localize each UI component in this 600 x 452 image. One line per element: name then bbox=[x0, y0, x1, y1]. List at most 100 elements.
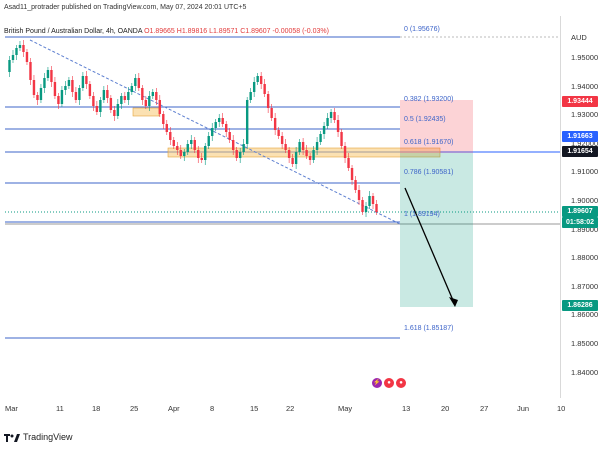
fib-label: 0.786 (1.90581) bbox=[404, 169, 454, 176]
candle-body bbox=[158, 100, 161, 114]
candle-body bbox=[266, 94, 270, 108]
candle-body bbox=[193, 140, 196, 150]
ohlc-values: O1.89665 H1.89816 L1.89571 C1.89607 -0.0… bbox=[144, 28, 329, 35]
candle-body bbox=[183, 152, 186, 156]
fib-label: 0.5 (1.92435) bbox=[404, 116, 446, 123]
candle-body bbox=[252, 82, 256, 92]
footer-brand[interactable]: TradingView bbox=[4, 432, 73, 442]
candle-body bbox=[57, 96, 60, 104]
candle-body bbox=[214, 122, 217, 128]
price-tick: 1.94000 bbox=[571, 81, 599, 91]
candle-body bbox=[151, 92, 155, 96]
candle-body bbox=[347, 158, 350, 168]
countdown-label: 01:58:02 bbox=[562, 217, 598, 228]
candle-body bbox=[127, 92, 130, 100]
candle-body bbox=[29, 62, 32, 80]
date-tick: Jun bbox=[517, 404, 530, 413]
flag-icon[interactable]: ● bbox=[384, 378, 394, 388]
price-axis[interactable] bbox=[560, 16, 600, 398]
candle-body bbox=[354, 180, 357, 190]
price-tick: 1.91000 bbox=[571, 167, 599, 177]
candle-body bbox=[228, 132, 231, 140]
stop-price-label: 1.93444 bbox=[562, 96, 598, 107]
candle-body bbox=[322, 126, 326, 134]
date-tick: 13 bbox=[402, 404, 411, 413]
candle-body bbox=[60, 90, 64, 104]
event-icons[interactable]: ⚡ ● ● bbox=[372, 378, 406, 388]
publish-info: Asad11_protrader published on TradingVie… bbox=[4, 4, 247, 11]
candle-body bbox=[88, 84, 92, 96]
target-price-label: 1.86286 bbox=[562, 300, 598, 311]
candle-body bbox=[273, 118, 277, 130]
candle-body bbox=[109, 98, 113, 110]
candle-body bbox=[50, 70, 53, 82]
candle-body bbox=[375, 204, 378, 212]
candle-body bbox=[284, 144, 287, 150]
candle-body bbox=[169, 132, 172, 140]
candle-body bbox=[326, 118, 329, 126]
candle-body bbox=[148, 96, 151, 106]
candles bbox=[8, 40, 378, 217]
brand-name: TradingView bbox=[23, 432, 73, 442]
date-tick: May bbox=[338, 404, 353, 413]
candle-body bbox=[155, 92, 158, 100]
price-tick: 1.84000 bbox=[571, 367, 599, 377]
candle-body bbox=[137, 78, 141, 88]
candle-body bbox=[364, 206, 368, 212]
entry-price-label-2: 1.91654 bbox=[562, 146, 598, 157]
candle-body bbox=[74, 92, 78, 100]
stop-loss-zone bbox=[400, 100, 473, 153]
flag-icon-2[interactable]: ● bbox=[396, 378, 406, 388]
candle-body bbox=[39, 88, 43, 100]
candle-body bbox=[67, 80, 71, 86]
candle-body bbox=[333, 112, 336, 120]
price-tick: 1.90000 bbox=[571, 196, 599, 205]
candle-body bbox=[305, 150, 308, 156]
date-tick: 22 bbox=[286, 404, 295, 413]
candle-body bbox=[92, 96, 95, 106]
date-tick: 11 bbox=[56, 404, 64, 413]
candle-body bbox=[144, 100, 148, 106]
candle-body bbox=[200, 158, 203, 160]
candle-body bbox=[249, 92, 252, 100]
entry-price-label: 1.91663 bbox=[562, 131, 598, 142]
current-price-label: 1.89607 bbox=[562, 206, 598, 217]
candle-body bbox=[308, 156, 312, 160]
lightning-icon[interactable]: ⚡ bbox=[372, 378, 382, 388]
candle-body bbox=[235, 150, 238, 158]
candle-body bbox=[231, 140, 235, 150]
candle-body bbox=[294, 152, 298, 164]
candle-body bbox=[315, 142, 319, 150]
tradingview-logo-icon bbox=[4, 432, 20, 442]
candle-body bbox=[43, 78, 46, 88]
small-zone bbox=[132, 107, 160, 117]
candle-body bbox=[361, 200, 364, 212]
candle-body bbox=[113, 110, 116, 116]
candle-body bbox=[36, 95, 39, 100]
candle-body bbox=[15, 48, 18, 55]
candle-body bbox=[162, 114, 165, 124]
candle-body bbox=[245, 100, 249, 144]
price-tick: 1.95000 bbox=[571, 53, 599, 62]
candle-body bbox=[371, 196, 375, 204]
candle-body bbox=[190, 140, 193, 144]
fib-label: 0.382 (1.93200) bbox=[404, 96, 454, 103]
candle-body bbox=[225, 124, 228, 132]
candle-body bbox=[242, 144, 245, 152]
fib-lines bbox=[5, 36, 400, 339]
candle-body bbox=[22, 45, 25, 52]
candle-body bbox=[312, 150, 315, 160]
candle-body bbox=[197, 150, 200, 158]
date-tick: 15 bbox=[250, 404, 259, 413]
candle-body bbox=[85, 76, 88, 84]
fib-label: 0.618 (1.91670) bbox=[404, 139, 454, 146]
candle-body bbox=[64, 86, 67, 90]
candle-body bbox=[329, 112, 333, 118]
candle-body bbox=[340, 132, 343, 146]
candle-body bbox=[298, 142, 301, 152]
candle-body bbox=[165, 124, 168, 132]
candle-body bbox=[218, 118, 221, 122]
candle-body bbox=[32, 80, 36, 95]
candle-body bbox=[18, 45, 22, 48]
